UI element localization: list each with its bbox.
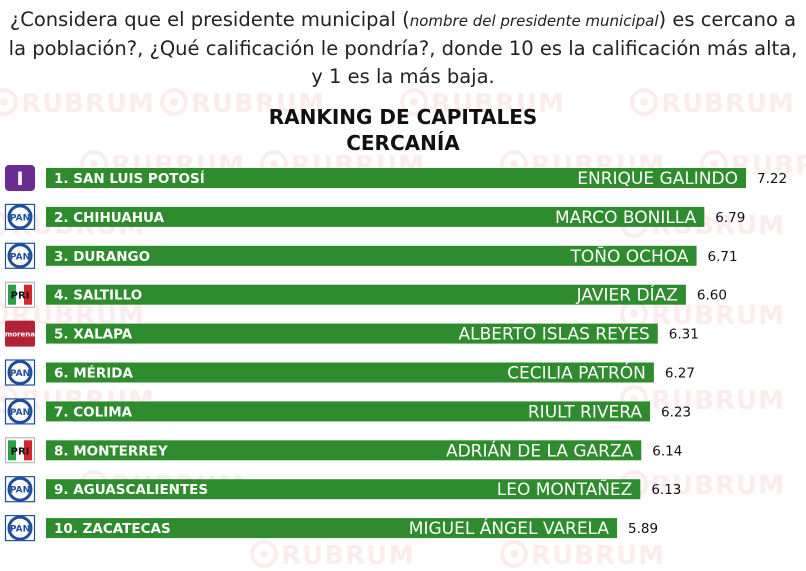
bar-name-label: CECILIA PATRÓN xyxy=(507,362,646,384)
party-logo-independent: I xyxy=(5,165,35,191)
party-logo-pri: PRI xyxy=(5,437,35,464)
bar-value-label: 6.14 xyxy=(652,443,682,459)
party-logo-pan: PAN xyxy=(4,398,36,425)
pan-logo-circle xyxy=(7,360,33,385)
bar-name-label: ADRIÁN DE LA GARZA xyxy=(446,439,634,461)
bar-value-label: 6.27 xyxy=(665,366,695,382)
bar-category-label: 10. ZACATECAS xyxy=(54,521,171,537)
bar-category-label: 4. SALTILLO xyxy=(54,288,142,304)
question-note: nombre del presidente municipal xyxy=(409,12,659,30)
pri-logo-red xyxy=(24,440,32,461)
bar-name-label: MARCO BONILLA xyxy=(555,208,697,228)
bar-3 xyxy=(46,245,697,266)
bar-6 xyxy=(46,362,654,383)
party-logo-pri: PRI xyxy=(5,281,35,308)
bar-1 xyxy=(46,168,746,188)
bar-category-label: 8. MONTERREY xyxy=(54,443,168,459)
bar-8 xyxy=(46,440,642,461)
pan-logo-text: PAN xyxy=(10,525,30,535)
bar-name-label: RIULT RIVERA xyxy=(528,402,643,422)
bar-name-label: TOÑO OCHOA xyxy=(570,245,689,267)
question-part1: ¿Considera que el presidente municipal ( xyxy=(9,8,410,31)
chart-title: RANKING DE CAPITALES xyxy=(268,105,538,129)
bar-category-label: 1. SAN LUIS POTOSÍ xyxy=(54,170,205,187)
pan-logo-text: PAN xyxy=(10,213,30,223)
bar-value-label: 6.23 xyxy=(661,404,691,420)
bar-5 xyxy=(46,323,658,344)
question-part2: ) es cercano a la población?, ¿Qué calif… xyxy=(8,8,798,88)
pri-logo-text: PRI xyxy=(11,291,30,302)
pri-logo-green xyxy=(8,440,16,461)
morena-logo-bg xyxy=(5,320,35,347)
bar-category-label: 7. COLIMA xyxy=(54,404,133,420)
pan-logo-text: PAN xyxy=(10,252,30,262)
bar-2 xyxy=(46,206,705,227)
party-logo-pan: PAN xyxy=(4,514,36,542)
pan-logo-circle xyxy=(7,398,33,424)
bar-category-label: 9. AGUASCALIENTES xyxy=(54,482,208,498)
bar-10 xyxy=(46,518,618,539)
bar-name-label: LEO MONTAÑEZ xyxy=(497,478,633,500)
pan-logo-circle xyxy=(7,476,33,502)
ranking-bar-chart: I 1. SAN LUIS POTOSÍ ENRIQUE GALINDO 7.22 PA… xyxy=(4,165,787,542)
bar-category-label: 2. CHIHUAHUA xyxy=(54,210,165,226)
pri-logo-white xyxy=(16,440,24,461)
pri-logo-text: PRI xyxy=(11,446,30,457)
party-logo-pan: PAN xyxy=(4,203,36,230)
party-logo-pan: PAN xyxy=(4,476,36,503)
pri-logo-green xyxy=(8,284,16,305)
pan-logo-circle xyxy=(7,243,33,269)
bar-value-label: 6.79 xyxy=(715,210,745,226)
bar-4 xyxy=(46,284,686,305)
party-logo-pan: PAN xyxy=(4,242,36,269)
independent-logo-bg xyxy=(5,165,35,191)
bar-name-label: MIGUEL ÁNGEL VARELA xyxy=(409,517,610,539)
pan-logo-circle xyxy=(7,204,33,230)
bar-value-label: 7.22 xyxy=(757,171,787,187)
pan-logo-text: PAN xyxy=(10,486,30,496)
morena-logo-text: morena xyxy=(5,331,35,339)
bar-value-label: 5.89 xyxy=(628,521,658,537)
bar-name-label: JAVIER DÍAZ xyxy=(576,284,678,306)
bar-value-label: 6.13 xyxy=(651,482,681,498)
chart-title-block: RANKING DE CAPITALES CERCANÍA xyxy=(0,104,806,156)
party-logo-morena: morena xyxy=(5,320,35,347)
bar-value-label: 6.31 xyxy=(669,327,699,343)
bar-name-label: ENRIQUE GALINDO xyxy=(577,169,738,189)
bar-category-label: 3. DURANGO xyxy=(54,249,150,265)
pan-logo-circle xyxy=(7,515,33,541)
bar-9 xyxy=(46,479,641,500)
pri-logo-white xyxy=(16,284,24,305)
bar-category-label: 5. XALAPA xyxy=(54,327,133,343)
bar-category-label: 6. MÉRIDA xyxy=(54,365,134,382)
survey-question: ¿Considera que el presidente municipal (… xyxy=(0,6,806,91)
pri-logo-red xyxy=(24,284,32,305)
pan-logo-text: PAN xyxy=(10,369,30,379)
pan-logo-text: PAN xyxy=(10,408,30,418)
bar-7 xyxy=(46,401,651,422)
bar-value-label: 6.71 xyxy=(708,249,738,265)
bar-value-label: 6.60 xyxy=(697,288,727,304)
chart-subtitle: CERCANÍA xyxy=(346,131,460,155)
independent-logo-letter: I xyxy=(16,168,23,190)
party-logo-pan: PAN xyxy=(4,359,36,386)
bar-name-label: ALBERTO ISLAS REYES xyxy=(459,325,650,345)
